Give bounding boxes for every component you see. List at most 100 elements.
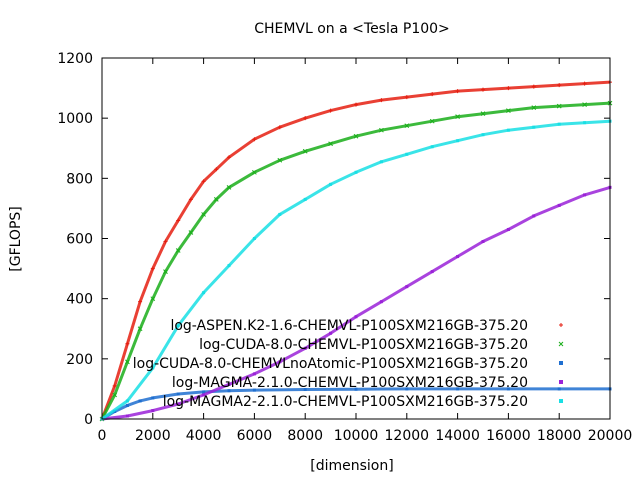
data-point-s0-p3 [138, 299, 143, 304]
data-point-s0-p8 [201, 179, 206, 184]
data-point-s2-p8 [252, 388, 256, 392]
series-layer [99, 80, 613, 422]
legend-marker-4 [559, 399, 563, 403]
y-tick-label: 1000 [57, 111, 93, 127]
data-point-s4-p14 [456, 139, 460, 143]
data-point-s3-p9 [329, 331, 333, 335]
data-point-s2-p5 [176, 392, 180, 396]
data-point-s4-p16 [506, 128, 510, 132]
series-1 [99, 100, 613, 422]
data-point-s0-p15 [354, 102, 358, 107]
data-point-s1-p9 [213, 197, 219, 202]
data-point-s3-p4 [202, 393, 206, 397]
data-point-s0-p1 [112, 383, 117, 388]
data-point-s3-p17 [532, 214, 536, 218]
data-point-s1-p2 [125, 359, 130, 365]
data-point-s4-p4 [202, 291, 206, 295]
data-point-s1-p23 [556, 103, 562, 109]
data-point-s0-p7 [188, 197, 193, 202]
data-point-s1-p12 [277, 157, 283, 163]
series-line-1 [100, 101, 611, 420]
data-point-s3-p19 [583, 193, 587, 197]
data-point-s1-p7 [188, 230, 194, 235]
data-point-s4-p9 [329, 182, 333, 186]
data-point-s0-p20 [481, 87, 485, 92]
data-point-s0-p6 [176, 218, 181, 223]
data-point-s1-p5 [163, 269, 168, 274]
data-point-s4-p12 [405, 152, 409, 156]
legend-label-1: log-CUDA-8.0-CHEMVL-P100SXM216GB-375.20 [199, 337, 528, 353]
data-point-s3-p8 [303, 346, 307, 350]
data-point-s1-p22 [531, 105, 537, 110]
y-tick-label: 1200 [57, 51, 93, 67]
data-point-s0-p9 [214, 167, 219, 172]
data-point-s1-p20 [480, 111, 486, 117]
data-point-s2-p13 [506, 387, 510, 391]
y-tick-label: 200 [66, 352, 93, 368]
data-point-s0-p22 [531, 84, 536, 89]
data-point-s4-p2 [151, 366, 155, 370]
data-point-s4-p15 [481, 133, 485, 137]
data-point-s4-p1 [125, 399, 129, 403]
data-point-s3-p18 [557, 203, 561, 207]
data-point-s0-p4 [150, 266, 155, 271]
data-point-s3-p6 [252, 372, 256, 376]
data-point-s0-p24 [582, 81, 587, 86]
data-point-s1-p1 [112, 392, 118, 398]
chart-title: CHEMVL on a <Tesla P100> [254, 21, 450, 37]
legend-label-2: log-CUDA-8.0-CHEMVLnoAtomic-P100SXM216GB… [133, 356, 528, 372]
x-tick-label: 14000 [435, 428, 480, 444]
data-point-s4-p18 [557, 122, 561, 126]
data-point-s1-p24 [582, 102, 587, 107]
data-point-s1-p6 [175, 248, 181, 253]
x-tick-label: 18000 [537, 428, 582, 444]
data-point-s1-p8 [201, 212, 206, 217]
legend-marker-3 [559, 380, 563, 384]
x-tick-label: 0 [98, 428, 107, 444]
x-tick-label: 4000 [186, 428, 222, 444]
data-point-s2-p6 [202, 390, 206, 394]
legend: log-ASPEN.K2-1.6-CHEMVL-P100SXM216GB-375… [133, 318, 564, 410]
data-point-s2-p9 [303, 388, 307, 392]
legend-marker-2 [559, 361, 563, 365]
data-point-s2-p14 [557, 387, 561, 391]
data-point-s1-p14 [328, 141, 333, 147]
plot-frame [101, 57, 611, 420]
data-point-s3-p11 [379, 300, 383, 304]
series-0 [100, 80, 612, 421]
data-point-s3-p1 [125, 414, 129, 418]
axis-ticks: 0 2000 4000 6000 8000 10000 12000 14000 16000 180… [57, 51, 632, 444]
data-point-s1-p19 [455, 114, 460, 120]
data-point-s0-p16 [379, 98, 384, 103]
data-point-s0-p17 [404, 95, 409, 100]
series-3 [100, 185, 612, 421]
data-point-s2-p4 [151, 396, 155, 400]
data-point-s3-p5 [227, 382, 231, 386]
data-point-s3-p3 [176, 402, 180, 406]
data-point-s4-p6 [252, 237, 256, 240]
data-point-s1-p10 [226, 185, 232, 190]
y-axis-label: [GFLOPS] [8, 206, 24, 271]
x-tick-label: 12000 [385, 428, 430, 444]
data-point-s3-p15 [481, 240, 485, 244]
y-tick-label: 0 [84, 412, 93, 428]
data-point-s0-p10 [227, 155, 231, 160]
data-point-s4-p13 [430, 145, 434, 149]
data-point-s0-p21 [506, 86, 511, 91]
data-point-s1-p18 [429, 118, 435, 124]
series-line-0 [100, 80, 611, 420]
data-point-s0-p18 [430, 92, 435, 97]
data-point-s4-p10 [354, 170, 358, 174]
x-tick-label: 6000 [237, 428, 273, 444]
data-point-s0-p14 [328, 108, 333, 113]
x-tick-label: 2000 [135, 428, 171, 444]
x-tick-label: 8000 [287, 428, 323, 444]
data-point-s3-p2 [151, 409, 155, 413]
y-tick-label: 400 [66, 292, 93, 308]
legend-label-4: log-MAGMA2-2.1.0-CHEMVL-P100SXM216GB-375… [163, 394, 528, 410]
x-axis-label: [dimension] [310, 458, 393, 474]
data-point-s4-p11 [379, 160, 383, 164]
data-point-s4-p8 [303, 197, 307, 201]
data-point-s2-p10 [354, 387, 358, 391]
